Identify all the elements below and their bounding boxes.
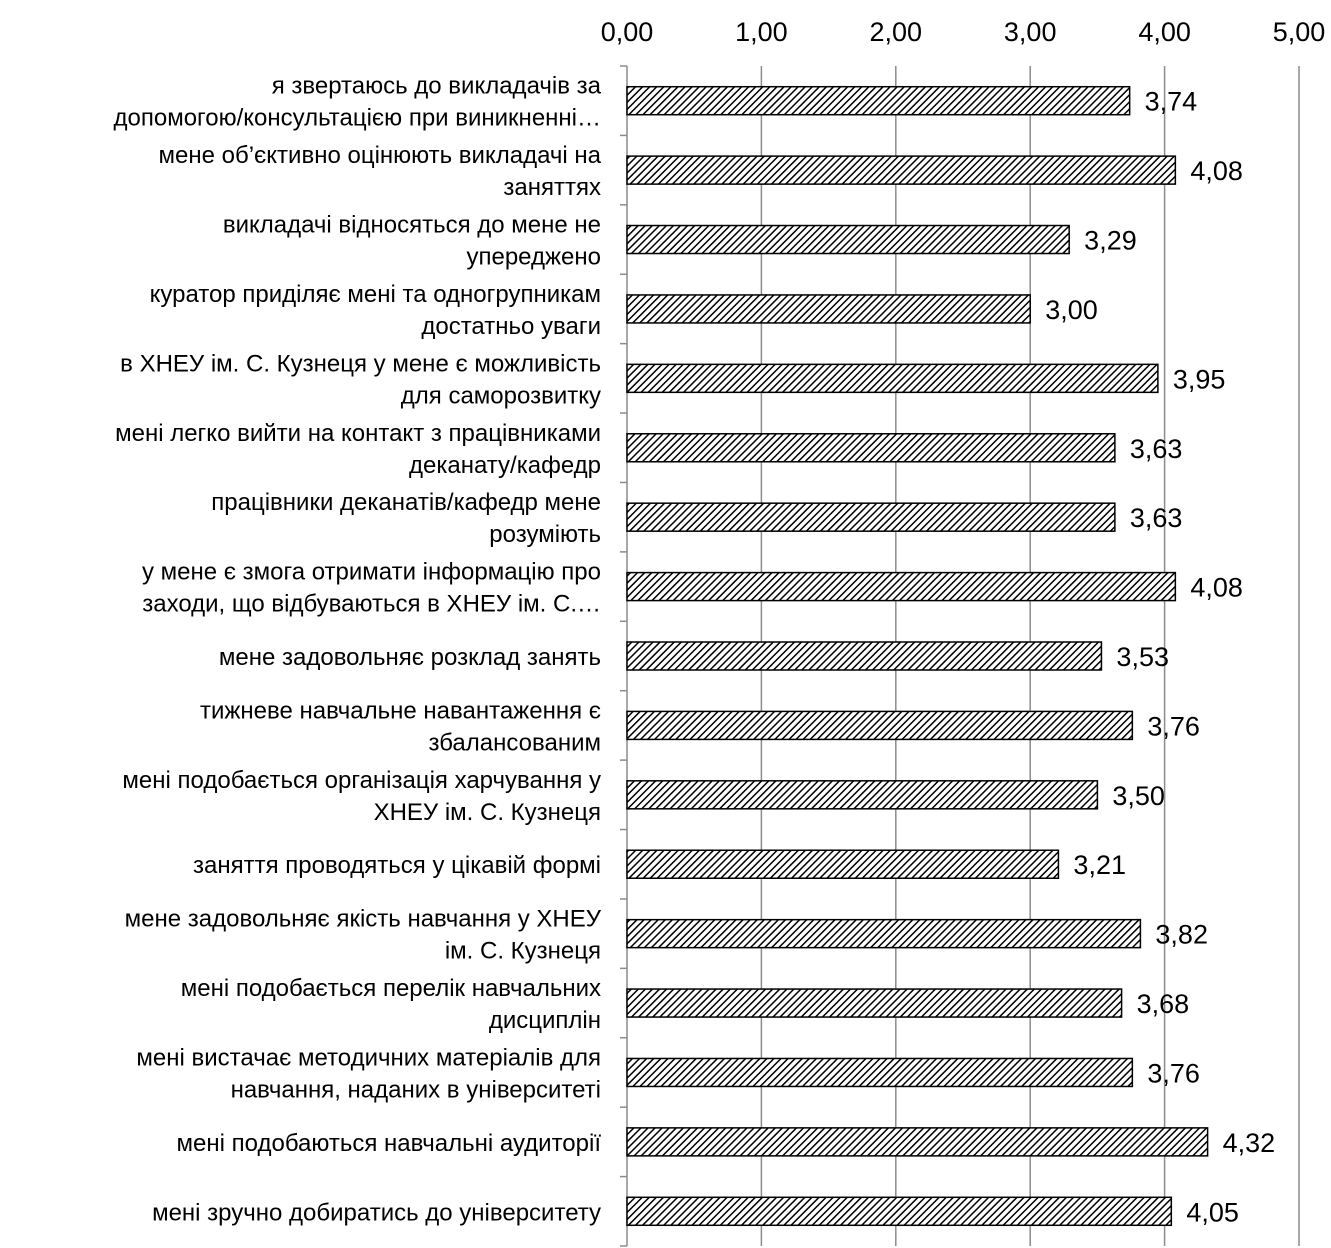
category-label: мені подобаються навчальні аудиторії <box>177 1130 602 1157</box>
bar <box>626 849 1060 879</box>
bar <box>626 502 1116 532</box>
bar <box>626 780 1099 810</box>
x-tick-label: 0,00 <box>601 17 654 47</box>
category-label: тижневе навчальне навантаження є збалансо… <box>200 697 601 756</box>
x-tick-label: 1,00 <box>735 17 788 47</box>
value-label: 3,68 <box>1137 989 1190 1019</box>
x-axis-ticks: 0,00 1,00 2,00 3,00 4,00 5,00 <box>601 17 1326 47</box>
x-tick-label: 2,00 <box>870 17 923 47</box>
bar <box>626 363 1159 394</box>
bar <box>626 85 1131 116</box>
category-label: у мене є змога отримати інформацію про за… <box>142 559 601 618</box>
value-label: 3,29 <box>1084 226 1137 256</box>
category-label: в ХНЕУ ім. С. Кузнеця у мене є можливіст… <box>120 350 601 409</box>
category-label: мені вистачає методичних матеріалів для н… <box>136 1044 601 1103</box>
category-label: мені легко вийти на контакт з працівника… <box>115 420 601 479</box>
value-label: 3,53 <box>1116 642 1169 672</box>
bar <box>626 988 1123 1018</box>
bar <box>626 571 1177 602</box>
value-label: 3,63 <box>1130 503 1183 533</box>
category-label: викладачі відносяться до мене не упередже… <box>223 212 601 271</box>
bars <box>626 85 1209 1227</box>
category-labels: я звертаюсь до викладачів за допомогою/ко… <box>114 73 602 1227</box>
category-label: мені зручно добиратись до університету <box>152 1199 601 1226</box>
category-label: куратор приділяє мені та одногрупникам до… <box>150 281 601 340</box>
value-label: 4,05 <box>1186 1197 1239 1227</box>
value-label: 3,76 <box>1147 711 1200 741</box>
value-label: 3,76 <box>1147 1058 1200 1088</box>
value-label: 3,50 <box>1112 781 1165 811</box>
category-label: мене задовольняє розклад занять <box>219 644 601 671</box>
value-label: 4,32 <box>1223 1128 1276 1158</box>
category-label: мене задовольняє якість навчання у ХНЕУ і… <box>125 906 602 965</box>
bar <box>626 433 1116 463</box>
bar <box>626 224 1070 255</box>
value-label: 4,08 <box>1190 573 1243 603</box>
category-label: працівники деканатів/кафедр мене розуміют… <box>211 489 601 548</box>
category-label: мені подобається перелік навчальних дисци… <box>181 975 601 1034</box>
category-label: я звертаюсь до викладачів за допомогою/ко… <box>114 73 602 132</box>
value-label: 4,08 <box>1190 156 1243 186</box>
x-tick-label: 5,00 <box>1273 17 1326 47</box>
x-tick-label: 4,00 <box>1138 17 1191 47</box>
value-label: 3,63 <box>1130 434 1183 464</box>
value-label: 3,95 <box>1173 364 1226 394</box>
x-tick-label: 3,00 <box>1004 17 1057 47</box>
value-label: 3,74 <box>1145 87 1198 117</box>
bar <box>626 641 1103 671</box>
bar <box>626 1057 1134 1088</box>
category-label: заняття проводяться у цікавій формі <box>193 852 601 879</box>
bar <box>626 1196 1173 1227</box>
bar <box>626 1127 1209 1157</box>
value-label: 3,82 <box>1155 920 1208 950</box>
category-label: мене об’єктивно оцінюють викладачі на зан… <box>159 142 602 201</box>
value-label: 3,00 <box>1045 295 1098 325</box>
bar <box>626 710 1134 741</box>
y-axis <box>620 65 628 1247</box>
category-label: мені подобається організація харчування … <box>122 767 601 826</box>
bar <box>626 155 1177 185</box>
bar <box>626 918 1142 949</box>
value-labels: 3,74 4,08 3,29 3,00 3,95 3,63 3,63 4,08 3,53 3,76… <box>1045 87 1275 1228</box>
bar <box>626 294 1031 324</box>
value-label: 3,21 <box>1073 850 1126 880</box>
